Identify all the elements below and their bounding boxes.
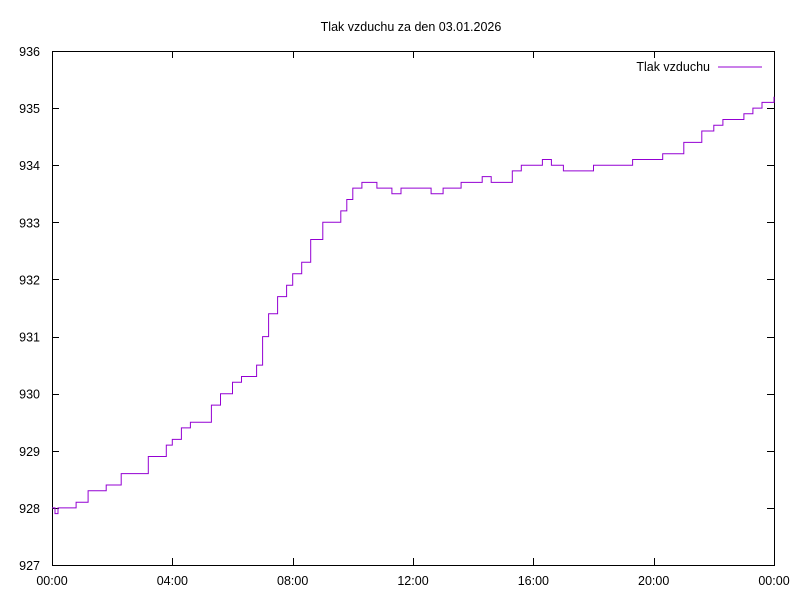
x-tick-label: 16:00: [518, 574, 549, 588]
legend: Tlak vzduchu: [636, 60, 762, 74]
x-tick-label: 00:00: [36, 574, 67, 588]
x-tick-label: 08:00: [277, 574, 308, 588]
x-tick-label: 04:00: [157, 574, 188, 588]
y-tick-label: 932: [19, 273, 40, 287]
y-axis: 927 928 929 930 931 932 933 934 935 936: [19, 45, 774, 573]
x-tick-label: 00:00: [758, 574, 789, 588]
x-tick-label: 12:00: [397, 574, 428, 588]
x-tick-label: 20:00: [638, 574, 669, 588]
series-line: [52, 96, 775, 515]
legend-label: Tlak vzduchu: [636, 60, 710, 74]
series-layer: [52, 96, 775, 515]
y-tick-label: 935: [19, 102, 40, 116]
y-tick-label: 930: [19, 388, 40, 402]
y-tick-label: 931: [19, 331, 40, 345]
y-tick-label: 928: [19, 502, 40, 516]
y-tick-label: 927: [19, 559, 40, 573]
chart-title: Tlak vzduchu za den 03.01.2026: [321, 20, 502, 34]
x-axis: 00:00 04:00 08:00 12:00 16:00 20:00 00:00: [36, 51, 790, 588]
y-tick-label: 929: [19, 445, 40, 459]
y-tick-label: 933: [19, 216, 40, 230]
y-tick-label: 936: [19, 45, 40, 59]
y-tick-label: 934: [19, 159, 40, 173]
